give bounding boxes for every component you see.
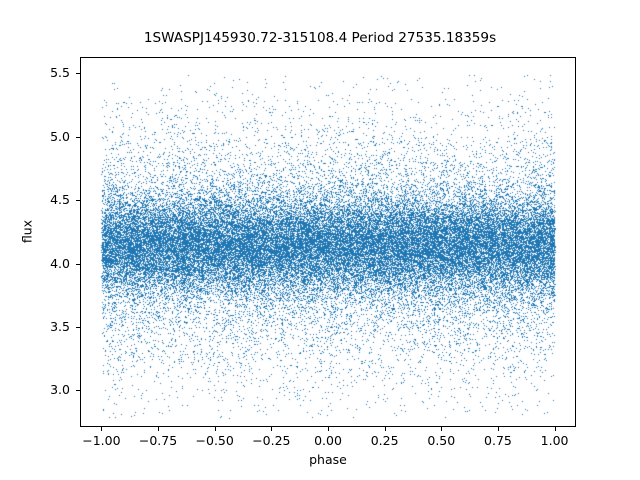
x-tick-mark [554, 427, 556, 431]
y-tick-label: 4.5 [50, 192, 70, 208]
x-tick-mark [158, 427, 160, 431]
y-tick-label: 5.5 [50, 65, 70, 81]
y-tick-mark [76, 327, 80, 329]
x-tick-label: 0.75 [484, 433, 512, 448]
scatter-plot-points [81, 58, 575, 426]
x-tick-mark [214, 427, 216, 431]
x-tick-label: −0.25 [252, 433, 291, 448]
x-tick-label: 0.00 [314, 433, 342, 448]
y-tick-label: 4.0 [50, 255, 70, 271]
y-tick-label: 3.5 [50, 319, 70, 335]
x-axis-label: phase [309, 452, 347, 467]
x-tick-mark [101, 427, 103, 431]
y-tick-label: 3.0 [50, 382, 70, 398]
y-tick-mark [76, 136, 80, 138]
x-tick-mark [384, 427, 386, 431]
x-tick-label: −1.00 [82, 433, 121, 448]
y-tick-label: 5.0 [50, 128, 70, 144]
x-tick-label: 0.50 [427, 433, 456, 448]
chart-title: 1SWASPJ145930.72-315108.4 Period 27535.1… [143, 30, 497, 46]
plot-axes-area [80, 57, 576, 427]
y-tick-mark [76, 73, 80, 75]
x-tick-mark [497, 427, 499, 431]
x-tick-mark [441, 427, 443, 431]
x-tick-label: 1.00 [540, 433, 569, 448]
y-tick-mark [76, 390, 80, 392]
y-tick-mark [76, 200, 80, 202]
x-tick-label: 0.25 [370, 433, 399, 448]
y-tick-mark [76, 263, 80, 265]
y-axis-label: flux [19, 219, 35, 244]
x-tick-mark [328, 427, 329, 431]
x-tick-label: −0.75 [138, 433, 178, 448]
x-tick-mark [271, 427, 273, 431]
x-tick-label: −0.50 [195, 433, 234, 448]
